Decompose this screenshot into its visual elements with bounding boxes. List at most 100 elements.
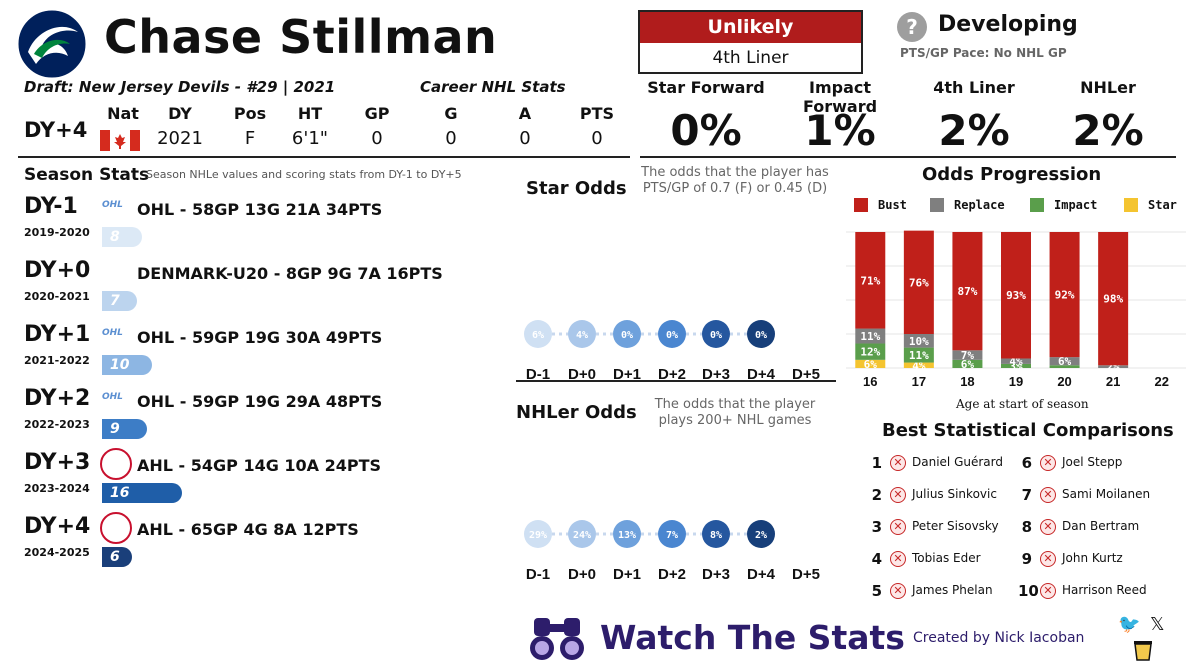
comparison-rank: 9 [1021, 550, 1032, 568]
bar-segment-replace [1049, 357, 1080, 366]
odds-point-label: 8% [710, 530, 722, 541]
odds-x-label: D+0 [568, 366, 596, 383]
team-logo-icon [18, 10, 86, 78]
odds-point [702, 320, 730, 348]
season-dy-label: DY+2 [24, 386, 91, 411]
bar-data-label: 11% [860, 330, 880, 343]
legend-swatch [1030, 198, 1044, 212]
legend-label: Star [1148, 198, 1177, 212]
odds-value-impact: 1% [804, 106, 876, 155]
odds-value-nhler: 2% [1072, 106, 1144, 155]
bar-segment-bust [1001, 232, 1031, 359]
divider-odds [516, 380, 836, 382]
odds-point-label: 6% [532, 330, 544, 341]
bar-segment-bust [1098, 232, 1129, 366]
odds-point [747, 520, 775, 548]
x-tick-label: 18 [960, 374, 974, 389]
odds-point-label: 0% [755, 330, 767, 341]
comparison-name: Harrison Reed [1062, 583, 1147, 597]
bar-segment-star [855, 359, 886, 368]
season-dy-label: DY+3 [24, 450, 91, 475]
comparison-name: Daniel Guérard [912, 455, 1003, 469]
coffee-cup-icon[interactable] [1132, 638, 1154, 662]
odds-point [568, 320, 596, 348]
bar-data-label: 92% [1055, 289, 1075, 302]
comparison-rank: 4 [871, 550, 882, 568]
season-stat-line: OHL - 58GP 13G 21A 34PTS [137, 200, 383, 219]
odds-x-label: D-1 [526, 566, 550, 583]
bar-segment-impact [952, 359, 983, 368]
divider-right [640, 156, 1176, 158]
bar-data-label: 6% [864, 358, 878, 371]
comparison-rank: 8 [1021, 518, 1032, 536]
bar-segment-impact [1049, 365, 1080, 368]
question-icon[interactable]: ? [897, 12, 927, 42]
col-header-pts: PTS [579, 104, 615, 123]
col-header-nat: Nat [107, 104, 139, 123]
bar-segment-bust [1049, 232, 1080, 358]
binoculars-icon [530, 618, 584, 660]
odds-label-4th: 4th Liner [933, 78, 1015, 97]
x-circle-icon: ✕ [890, 455, 906, 471]
comparison-name: Dan Bertram [1062, 519, 1140, 533]
x-tick-label: 19 [1009, 374, 1023, 389]
odds-progression-title: Odds Progression [922, 164, 1102, 185]
odds-x-label: D+1 [613, 366, 641, 383]
odds-value-4th: 2% [938, 106, 1010, 155]
comparison-name: Joel Stepp [1062, 455, 1123, 469]
draft-info: Draft: New Jersey Devils - #29 | 2021 [24, 78, 336, 96]
x-logo-icon[interactable]: 𝕏 [1150, 614, 1165, 635]
canada-flag-icon [100, 130, 140, 151]
odds-x-label: D+4 [747, 566, 776, 583]
odds-x-label: D-1 [526, 366, 550, 383]
nhler-odds-description: The odds that the player plays 200+ NHL … [654, 397, 816, 428]
bar-data-label: 7% [961, 349, 975, 362]
nhle-bar: 9 [102, 419, 147, 439]
odds-label-impact: Impact Forward [802, 78, 878, 116]
nhle-bar: 10 [102, 355, 152, 375]
bar-segment-replace [1001, 358, 1031, 364]
projection-label: Unlikely [640, 12, 861, 43]
bar-data-label: 98% [1103, 293, 1123, 306]
season-dy-label: DY-1 [24, 194, 78, 219]
bar-segment-bust [952, 232, 983, 351]
bar-segment-replace [903, 334, 934, 348]
bar-data-label: 6% [1058, 355, 1072, 368]
bar-segment-bust [855, 232, 886, 329]
season-dy-label: DY+1 [24, 322, 91, 347]
comparison-name: John Kurtz [1062, 551, 1123, 565]
bar-segment-impact [855, 343, 886, 360]
comparison-rank: 6 [1021, 454, 1032, 472]
star-odds-title: Star Odds [526, 178, 627, 199]
season-years: 2024-2025 [24, 546, 90, 559]
twitter-icon[interactable]: 🐦 [1118, 614, 1141, 635]
x-tick-label: 20 [1057, 374, 1071, 389]
legend-label: Bust [878, 198, 907, 212]
comparisons-title: Best Statistical Comparisons [882, 420, 1174, 441]
comparison-rank: 3 [871, 518, 882, 536]
odds-point [613, 520, 641, 548]
season-years: 2023-2024 [24, 482, 90, 495]
comparison-name: Tobias Eder [912, 551, 981, 565]
comparison-rank: 7 [1021, 486, 1032, 504]
x-tick-label: 16 [863, 374, 877, 389]
odds-progression-chart: 6%12%11%71%164%11%10%76%176%7%87%183%4%9… [846, 224, 1186, 414]
bar-segment-replace [1098, 365, 1129, 368]
odds-point [524, 520, 552, 548]
bar-segment-impact [903, 347, 934, 363]
current-draft-year: DY+4 [24, 118, 88, 142]
bar-data-label: 71% [860, 274, 880, 287]
ohl-logo-icon: OHL [102, 392, 123, 402]
odds-point [747, 320, 775, 348]
career-pts-value: 0 [591, 128, 603, 149]
career-g-value: 0 [445, 128, 457, 149]
nhle-bar: 16 [102, 483, 182, 503]
bar-segment-star [903, 362, 934, 368]
odds-point [524, 320, 552, 348]
comparison-rank: 5 [871, 582, 882, 600]
season-years: 2019-2020 [24, 226, 90, 239]
comparison-rank: 10 [1018, 582, 1039, 600]
comparison-name: Peter Sisovsky [912, 519, 999, 533]
bar-data-label: 12% [860, 346, 880, 359]
col-header-a: A [518, 104, 532, 123]
